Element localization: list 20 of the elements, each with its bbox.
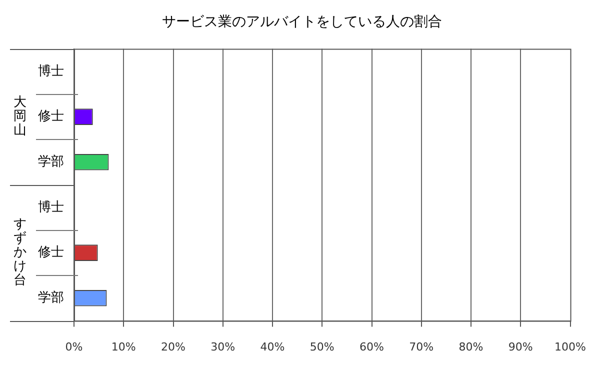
y-tick-label: 博士 xyxy=(38,200,64,215)
x-tick-label: 20% xyxy=(161,340,186,354)
y-tick-label: 学部 xyxy=(38,290,64,306)
y-tick-label: 修士 xyxy=(38,245,64,260)
text: すずかけ台 xyxy=(14,217,26,288)
x-tick-label: 40% xyxy=(260,340,285,354)
x-tick-label: 30% xyxy=(210,340,236,354)
x-tick-label: 50% xyxy=(310,340,334,354)
text: 大岡山 xyxy=(14,95,26,138)
x-tick-label: 90% xyxy=(508,340,533,354)
x-tick-label: 70% xyxy=(409,340,434,354)
x-tick-label: 10% xyxy=(111,340,136,354)
y-tick-label: 学部 xyxy=(38,154,64,170)
y-tick-label: 博士 xyxy=(38,64,64,79)
x-tick-label: 60% xyxy=(360,340,384,354)
x-tick-label: 0% xyxy=(65,340,83,354)
chart-title: サービス業のアルバイトをしている人の割合 xyxy=(162,14,442,30)
x-tick-label: 80% xyxy=(458,340,484,354)
x-tick-label: 100% xyxy=(554,340,586,354)
y-tick-label: 修士 xyxy=(38,109,64,124)
